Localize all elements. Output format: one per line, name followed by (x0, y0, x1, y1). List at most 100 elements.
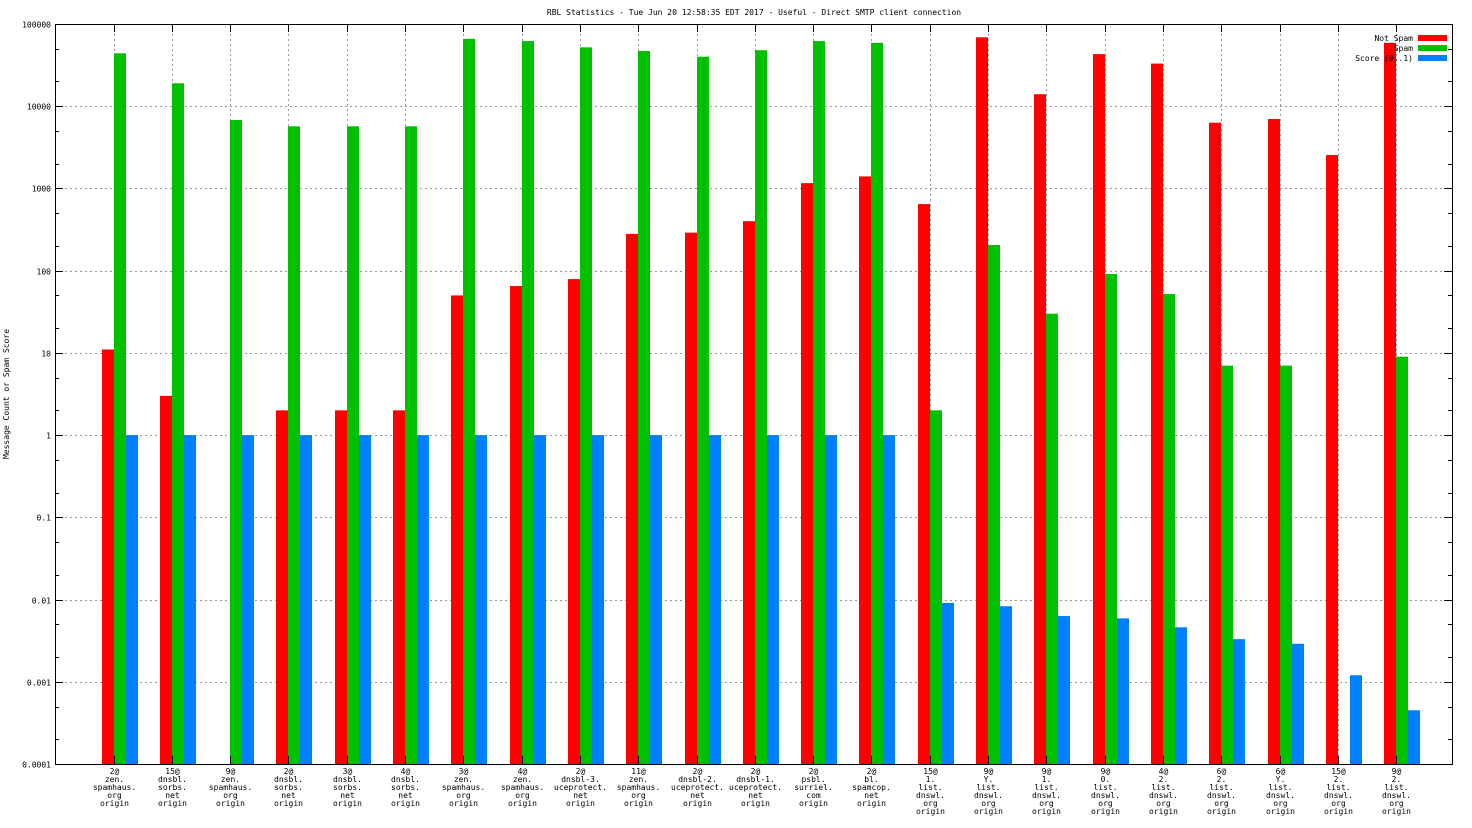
legend-label: Spam (1394, 44, 1413, 53)
x-tick-label: 2@ (693, 767, 703, 776)
bar-score (650, 435, 662, 764)
x-tick-label: org (631, 791, 646, 800)
bar-not-spam (1034, 94, 1046, 764)
bar-not-spam (743, 221, 755, 765)
x-tick-label: 2@ (751, 767, 761, 776)
legend-swatch (1418, 45, 1447, 51)
bars (102, 37, 1420, 765)
y-axis-label: Message Count or Spam Score (2, 329, 11, 459)
bar-not-spam (510, 286, 522, 764)
x-tick-label: 3@ (459, 767, 469, 776)
bar-not-spam (1326, 155, 1338, 764)
x-tick-label: 11@ (631, 767, 646, 776)
x-tick-label: org (107, 791, 122, 800)
x-tick-label: 2. (1217, 775, 1227, 784)
x-tick-label: dnsbl. (391, 775, 420, 784)
x-tick-label: org (1098, 799, 1113, 808)
x-tick-label: org (456, 791, 471, 800)
bar-not-spam (1093, 54, 1105, 765)
bar-not-spam (626, 233, 638, 765)
x-tick-label: org (1389, 799, 1404, 808)
x-tick-label: 1. (926, 775, 936, 784)
bar-score (1117, 618, 1129, 764)
x-tick-label: uceprotect. (729, 783, 782, 792)
x-tick-label: 2@ (284, 767, 294, 776)
bar-spam (347, 126, 359, 764)
bar-spam (172, 83, 184, 764)
bar-not-spam (685, 232, 697, 764)
x-tick-label: list. (1034, 783, 1058, 792)
bar-spam (1163, 294, 1175, 764)
y-tick-label: 0.0001 (22, 761, 51, 770)
y-tick-label: 0.1 (37, 514, 52, 523)
x-tick-label: com (806, 791, 821, 800)
x-tick-label: 4@ (1159, 767, 1169, 776)
x-tick-label: org (981, 799, 996, 808)
x-tick-label: origin (1032, 807, 1061, 816)
x-tick-label: sorbs. (391, 783, 420, 792)
bar-not-spam (1151, 63, 1163, 764)
x-tick-label: org (1273, 799, 1288, 808)
x-tick-label: spamhaus. (501, 783, 544, 792)
y-tick-label: 1 (46, 432, 51, 441)
x-tick-label: origin (857, 799, 886, 808)
x-tick-label: list. (1093, 783, 1117, 792)
x-tick-label: spamcop. (852, 783, 891, 792)
x-tick-label: origin (508, 799, 537, 808)
bar-not-spam (102, 349, 114, 764)
x-tick-label: dnswl. (1266, 791, 1295, 800)
x-tick-label: origin (1091, 807, 1120, 816)
bar-spam (288, 126, 300, 764)
x-tick-label: dnswl. (1382, 791, 1411, 800)
bar-not-spam (160, 395, 172, 764)
x-tick-label: dnswl. (974, 791, 1003, 800)
y-tick-label: 10 (41, 350, 51, 359)
x-tick-label: net (690, 791, 705, 800)
bar-score (475, 435, 487, 764)
bar-spam (522, 41, 534, 765)
x-axis: 2@zen.spamhaus.orgorigin15@dnsbl.sorbs.n… (93, 24, 1411, 816)
x-tick-label: net (165, 791, 180, 800)
bar-spam (638, 50, 650, 765)
x-tick-label: 2. (1334, 775, 1344, 784)
x-tick-label: 6@ (1276, 767, 1286, 776)
x-tick-label: origin (683, 799, 712, 808)
bar-score (534, 435, 546, 764)
x-tick-label: origin (391, 799, 420, 808)
x-tick-label: 2@ (110, 767, 120, 776)
bar-spam (580, 47, 592, 765)
bar-not-spam (1209, 122, 1221, 764)
x-tick-label: spamhaus. (209, 783, 252, 792)
x-tick-label: dnswl. (1324, 791, 1353, 800)
x-tick-label: sorbs. (333, 783, 362, 792)
x-tick-label: origin (974, 807, 1003, 816)
x-tick-label: origin (799, 799, 828, 808)
bar-not-spam (393, 410, 405, 764)
y-tick-label: 100000 (22, 21, 51, 30)
x-tick-label: org (223, 791, 238, 800)
x-tick-label: sorbs. (158, 783, 187, 792)
x-tick-label: origin (1324, 807, 1353, 816)
x-tick-label: 2. (1159, 775, 1169, 784)
x-tick-label: uceprotect. (671, 783, 724, 792)
x-tick-label: net (748, 791, 763, 800)
bar-score (942, 602, 954, 764)
x-tick-label: origin (1382, 807, 1411, 816)
x-tick-label: psbl. (801, 775, 825, 784)
x-tick-label: 2. (1392, 775, 1402, 784)
x-tick-label: 15@ (923, 767, 938, 776)
x-tick-label: zen. (629, 775, 648, 784)
x-tick-label: net (340, 791, 355, 800)
bar-spam (755, 50, 767, 765)
x-tick-label: list. (918, 783, 942, 792)
y-axis: 0.0001 0.001 0.01 0.1 1 10 100 1000 10000 100000 (22, 21, 1452, 770)
x-tick-label: origin (274, 799, 303, 808)
bar-spam (697, 56, 709, 765)
x-tick-label: 9@ (984, 767, 994, 776)
x-tick-label: net (573, 791, 588, 800)
x-tick-label: dnsbl. (158, 775, 187, 784)
x-tick-label: origin (158, 799, 187, 808)
x-tick-label: dnsbl-1. (736, 775, 775, 784)
x-tick-label: list. (1209, 783, 1233, 792)
